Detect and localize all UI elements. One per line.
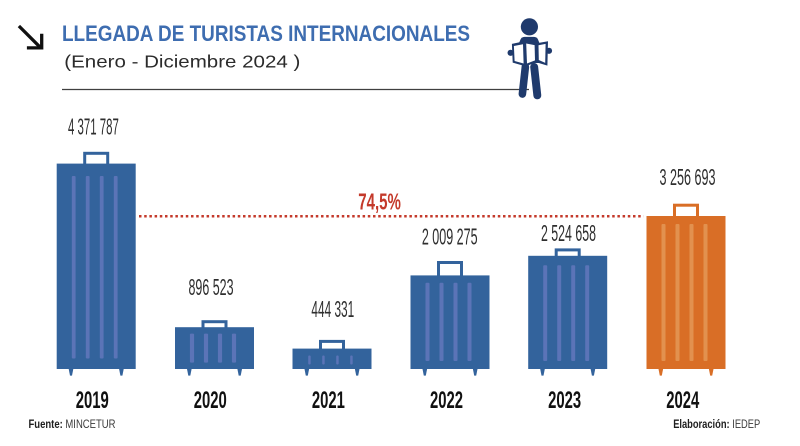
svg-text:896 523: 896 523 bbox=[189, 274, 234, 300]
svg-text:Fuente: MINCETUR: Fuente: MINCETUR bbox=[29, 418, 116, 431]
svg-text:LLEGADA DE TURISTAS INTERNACIO: LLEGADA DE TURISTAS INTERNACIONALES bbox=[62, 21, 470, 46]
svg-text:Elaboración: IEDEP: Elaboración: IEDEP bbox=[673, 418, 760, 431]
svg-text:4 371 787: 4 371 787 bbox=[68, 114, 119, 140]
svg-text:2021: 2021 bbox=[312, 387, 345, 414]
svg-text:2023: 2023 bbox=[548, 387, 581, 414]
svg-text:444 331: 444 331 bbox=[311, 296, 354, 322]
svg-text:2022: 2022 bbox=[430, 387, 463, 414]
svg-text:2 009 275: 2 009 275 bbox=[422, 223, 478, 249]
svg-text:(Enero - Diciembre 2024 ): (Enero - Diciembre 2024 ) bbox=[64, 52, 300, 72]
svg-text:3 256 693: 3 256 693 bbox=[660, 164, 716, 190]
svg-text:2024: 2024 bbox=[666, 387, 699, 414]
svg-text:2020: 2020 bbox=[194, 387, 227, 414]
svg-text:2 524 658: 2 524 658 bbox=[541, 220, 596, 246]
svg-text:2019: 2019 bbox=[76, 387, 109, 414]
svg-text:74,5%: 74,5% bbox=[358, 188, 401, 214]
